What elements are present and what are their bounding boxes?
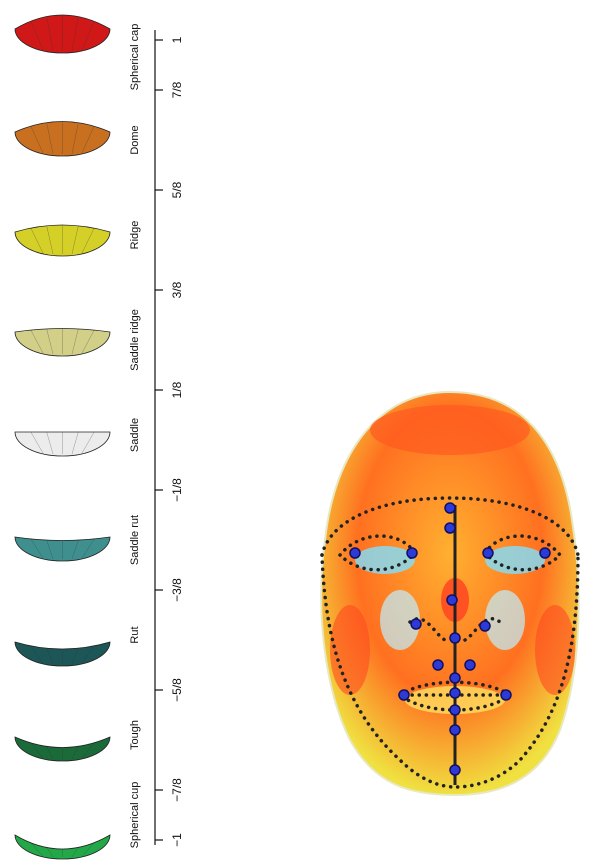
tick-label: −1/8 bbox=[170, 478, 184, 502]
shape-label: Saddle bbox=[129, 418, 141, 452]
shape-label: Saddle rut bbox=[129, 515, 141, 565]
shape-label: Dome bbox=[129, 125, 141, 154]
shape-label: Rut bbox=[129, 626, 141, 643]
shape-label: Ridge bbox=[129, 221, 141, 250]
tick-label: −5/8 bbox=[170, 678, 184, 702]
tick-label: 1/8 bbox=[170, 381, 184, 398]
tick-label: −1 bbox=[170, 833, 184, 847]
tick-label: −3/8 bbox=[170, 578, 184, 602]
face-map bbox=[321, 392, 579, 795]
shape-label: Spherical cup bbox=[129, 782, 141, 849]
tick-label: 3/8 bbox=[170, 281, 184, 298]
tick-label: 1 bbox=[170, 36, 184, 43]
shape-label: Spherical cap bbox=[129, 24, 141, 91]
tick-label: −7/8 bbox=[170, 778, 184, 802]
figure: 1 7/8 5/8 3/8 1/8 −1/8 −3/8 −5/8 −7/8 −1 Spherical… bbox=[0, 0, 589, 865]
tick-label: 5/8 bbox=[170, 181, 184, 198]
shape-label: Saddle ridge bbox=[129, 309, 141, 371]
shape-label: Tough bbox=[129, 720, 141, 750]
tick-label: 7/8 bbox=[170, 81, 184, 98]
